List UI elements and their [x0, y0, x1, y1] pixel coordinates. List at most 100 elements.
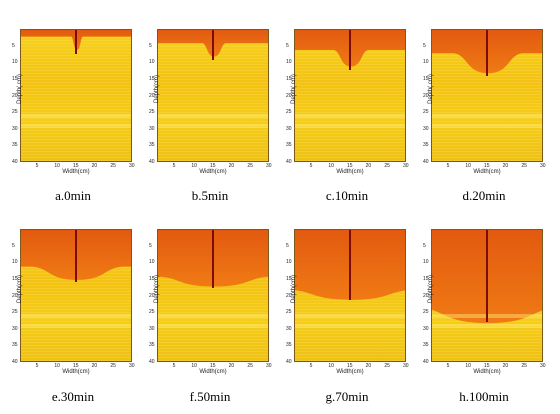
x-tick-label: 5	[172, 163, 176, 169]
soil-layer-band	[158, 324, 268, 329]
panel-caption: h.100min	[459, 389, 509, 404]
panel-caption: d.20min	[462, 188, 506, 203]
y-tick-label: 25	[12, 309, 18, 316]
y-tick-label: 30	[423, 325, 429, 332]
y-tick-label: 40	[149, 359, 155, 365]
y-tick-label: 35	[12, 342, 18, 349]
emitter-needle	[486, 230, 488, 322]
y-tick-label: 5	[12, 242, 15, 249]
y-tick-label: 10	[423, 59, 429, 66]
x-tick-label: 25	[384, 163, 390, 169]
x-tick-label: 25	[110, 163, 116, 169]
y-axis-label: Depth(cm)	[154, 75, 160, 104]
y-tick-label: 5	[149, 242, 152, 249]
x-tick-label: 20	[228, 163, 235, 169]
soil-layer-band	[21, 113, 131, 118]
y-tick-label: 15	[423, 75, 429, 82]
y-tick-label: 20	[423, 92, 429, 99]
y-tick-label: 20	[12, 92, 18, 99]
y-tick-label: 25	[12, 109, 18, 116]
y-axis-label: Depth(cm)	[291, 275, 297, 304]
x-tick-label: 15	[73, 363, 79, 369]
x-tick-label: 5	[309, 163, 313, 169]
soil-layer-band	[158, 113, 268, 118]
soil-layer-band	[158, 124, 268, 129]
panel-e: 5 10 15 20 25 30 35 40 5 10 15 20 25 30 Depth(cm) Width…	[10, 226, 135, 392]
y-tick-label: 10	[423, 259, 429, 266]
x-tick-label: 10	[465, 363, 471, 369]
x-tick-label: 20	[228, 363, 235, 369]
y-tick-label: 10	[149, 59, 155, 66]
y-tick-label: 15	[149, 75, 155, 82]
soil-profile-image	[294, 229, 406, 362]
y-tick-label: 25	[286, 109, 292, 116]
x-axis-label: Width(cm)	[336, 369, 364, 375]
y-tick-label: 40	[12, 359, 18, 365]
y-tick-label: 10	[149, 259, 155, 266]
y-axis-label: Depth( cm)	[17, 74, 23, 104]
y-tick-label: 10	[12, 259, 18, 266]
y-tick-label: 15	[12, 275, 18, 282]
y-tick-label: 40	[12, 159, 18, 165]
x-tick-label: 25	[247, 363, 253, 369]
y-tick-label: 40	[423, 159, 429, 165]
soil-profile-image	[431, 29, 543, 162]
x-tick-label: 25	[110, 363, 116, 369]
soil-layer-band	[295, 113, 405, 118]
y-tick-label: 30	[286, 325, 292, 332]
y-tick-label: 10	[286, 259, 292, 266]
x-axis-label: Width(cm)	[473, 369, 501, 375]
x-tick-label: 15	[484, 363, 490, 369]
x-tick-label: 10	[191, 163, 197, 169]
x-tick-label: 30	[540, 163, 546, 169]
x-tick-label: 10	[54, 363, 60, 369]
x-tick-label: 30	[403, 163, 409, 169]
y-tick-label: 40	[286, 359, 292, 365]
y-tick-label: 5	[423, 42, 426, 49]
y-tick-label: 35	[286, 342, 292, 349]
emitter-needle	[75, 30, 77, 55]
y-tick-label: 25	[286, 309, 292, 316]
x-tick-label: 15	[210, 163, 216, 169]
x-tick-label: 15	[73, 163, 79, 169]
y-tick-label: 25	[149, 109, 155, 116]
y-tick-label: 30	[12, 325, 18, 332]
x-tick-label: 20	[365, 363, 372, 369]
y-tick-label: 5	[286, 42, 289, 49]
soil-layer-band	[432, 113, 542, 118]
soil-profile-image	[20, 229, 132, 362]
y-tick-label: 30	[149, 125, 155, 132]
x-tick-label: 25	[521, 363, 527, 369]
x-tick-label: 5	[172, 363, 176, 369]
x-tick-label: 25	[384, 363, 390, 369]
x-tick-label: 15	[210, 363, 216, 369]
x-tick-label: 20	[365, 163, 372, 169]
x-tick-label: 10	[54, 163, 60, 169]
y-tick-label: 5	[423, 242, 426, 249]
soil-profile-image	[20, 29, 132, 162]
emitter-needle	[486, 30, 488, 76]
y-axis-label: Depth(cm)	[17, 275, 23, 304]
y-tick-label: 35	[149, 342, 155, 349]
y-axis-label: Depth(cm)	[428, 275, 434, 304]
x-tick-label: 10	[465, 163, 471, 169]
y-tick-label: 15	[286, 275, 292, 282]
x-tick-label: 30	[266, 163, 272, 169]
soil-layer-band	[158, 313, 268, 318]
y-tick-label: 15	[149, 275, 155, 282]
y-tick-label: 20	[286, 292, 292, 299]
emitter-needle	[212, 230, 214, 288]
soil-layer-band	[295, 324, 405, 329]
y-tick-label: 15	[286, 75, 292, 82]
y-axis-label: Depth(cm)	[154, 275, 160, 304]
panel-caption: g.70min	[325, 389, 369, 404]
y-tick-label: 35	[423, 142, 429, 149]
y-tick-label: 15	[423, 275, 429, 282]
panel-d: 5 10 15 20 25 30 35 40 5 10 15 20 25 30 Depth( cm) Widt…	[421, 26, 546, 192]
y-tick-label: 20	[149, 92, 155, 99]
panel-caption: b.5min	[191, 188, 229, 203]
y-tick-label: 25	[423, 109, 429, 116]
panel-caption: c.10min	[325, 188, 369, 203]
x-tick-label: 25	[247, 163, 253, 169]
x-axis-label: Width(cm)	[199, 169, 227, 175]
